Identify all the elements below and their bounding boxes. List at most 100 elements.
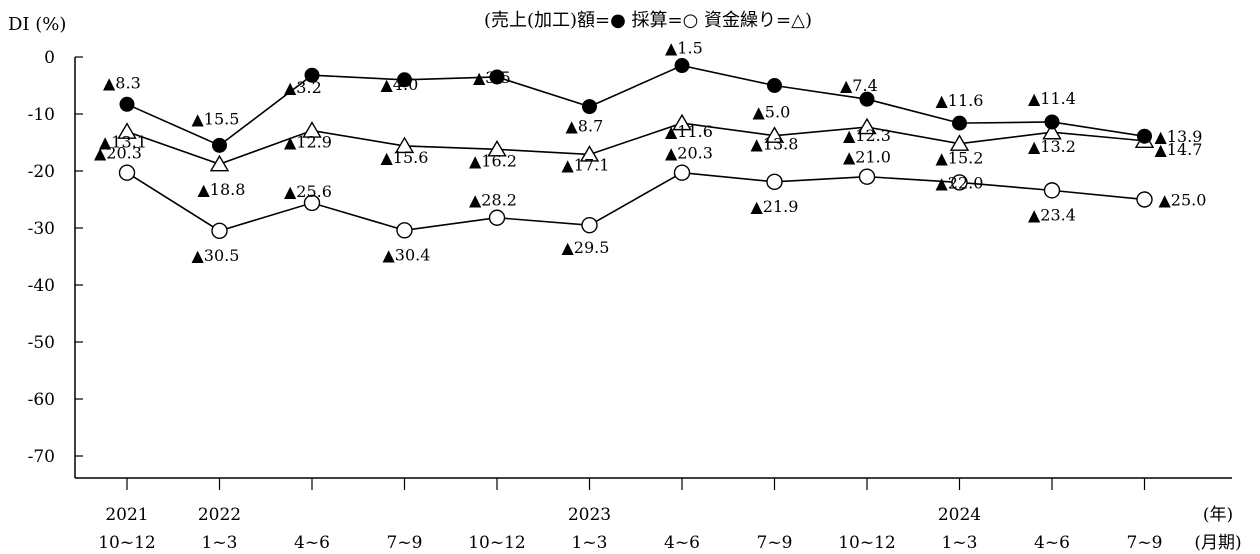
marker-open-triangle [394, 136, 415, 154]
marker-filled-circle [674, 58, 690, 74]
x-tick-year: 2022 [198, 505, 241, 525]
data-label: ▲7.4 [840, 76, 878, 95]
marker-filled-circle [304, 67, 320, 83]
data-label: ▲15.2 [936, 149, 984, 168]
marker-filled-circle [397, 72, 412, 88]
data-label: ▲16.2 [469, 151, 517, 170]
series-line [126, 64, 1145, 147]
data-label: ▲30.4 [383, 245, 431, 264]
x-tick-year: 2023 [568, 505, 611, 525]
series-group [117, 58, 1155, 240]
x-tick-period: 4~6 [664, 533, 700, 553]
x-tick-period: 10~12 [98, 533, 156, 553]
series-line [126, 122, 1145, 166]
data-label: ▲5.0 [753, 103, 791, 122]
x-tick-period: 10~12 [838, 533, 896, 553]
y-axis-label: DI (%) [8, 14, 66, 35]
data-label: ▲25.0 [1159, 191, 1207, 210]
x-tick-period: 7~9 [1127, 533, 1163, 553]
x-tick-period: 1~3 [202, 533, 238, 553]
marker-filled-circle [767, 78, 782, 93]
data-label: ▲11.6 [936, 91, 984, 110]
x-tick-period: 1~3 [942, 533, 978, 553]
marker-open-triangle [672, 113, 692, 131]
y-tick-label: 0 [44, 48, 55, 68]
data-label: ▲4.0 [381, 75, 419, 94]
data-label: ▲18.8 [198, 180, 246, 199]
data-label: ▲14.7 [1155, 140, 1203, 159]
marker-filled-circle [212, 137, 227, 153]
data-label: ▲13.1 [99, 133, 147, 152]
marker-open-triangle [487, 139, 507, 157]
x-unit-year: (年) [1203, 505, 1233, 525]
data-labels: ▲8.3 ▲15.5 ▲3.2 ▲4.0 ▲3.5 ▲8.7 ▲1.5 ▲5.0 ▲7.4 ▲11… [94, 39, 1206, 265]
data-label: ▲12.3 [843, 126, 891, 145]
y-tick-label: -10 [28, 105, 55, 125]
marker-open-triangle [857, 117, 877, 135]
data-label: ▲30.5 [192, 246, 240, 265]
marker-open-triangle [764, 126, 785, 143]
data-label: ▲8.3 [103, 73, 141, 92]
marker-open-circle [396, 222, 413, 239]
data-label: ▲3.2 [284, 78, 322, 97]
marker-open-circle [118, 164, 136, 181]
marker-filled-circle [489, 69, 505, 85]
data-label: ▲23.4 [1028, 205, 1076, 224]
x-unit-period: (月期) [1194, 533, 1241, 553]
marker-open-circle [488, 209, 506, 226]
marker-filled-circle [1137, 128, 1152, 144]
marker-open-circle [858, 168, 876, 185]
marker-open-triangle [579, 145, 600, 162]
y-tick-label: -70 [28, 447, 55, 467]
data-label: ▲13.8 [751, 135, 799, 154]
marker-open-circle [766, 173, 783, 191]
marker-open-triangle [117, 122, 137, 139]
data-label: ▲13.9 [1155, 127, 1203, 146]
marker-open-circle [1043, 182, 1061, 199]
data-label: ▲29.5 [562, 238, 610, 257]
marker-open-circle [211, 222, 228, 240]
x-tick-period: 1~3 [572, 533, 608, 553]
data-label: ▲12.9 [284, 133, 332, 152]
marker-open-triangle [302, 121, 322, 138]
marker-filled-circle [119, 96, 135, 112]
y-tick-label: -60 [28, 390, 55, 410]
data-label: ▲8.7 [566, 117, 604, 136]
data-label: ▲22.0 [936, 173, 984, 192]
data-label: ▲13.2 [1028, 137, 1076, 156]
marker-open-circle [951, 174, 968, 191]
data-label: ▲1.5 [665, 39, 703, 58]
data-label: ▲15.6 [381, 148, 429, 167]
x-tick-year: 2024 [938, 505, 981, 525]
marker-open-circle [303, 194, 321, 212]
x-tick-period: 10~12 [468, 533, 526, 553]
data-label: ▲11.4 [1028, 89, 1076, 108]
legend: (売上(加工)額=● 採算=○ 資金繰り=△) [484, 10, 812, 31]
data-label: ▲28.2 [469, 191, 517, 210]
data-label: ▲21.9 [751, 197, 799, 216]
data-label: ▲20.3 [665, 144, 713, 163]
marker-open-circle [581, 216, 598, 234]
x-tick-period: 7~9 [757, 533, 793, 553]
data-label: ▲17.1 [562, 155, 610, 174]
data-label: ▲11.6 [665, 122, 713, 141]
x-tick-period: 7~9 [387, 533, 423, 553]
x-tick-period: 4~6 [1034, 533, 1070, 553]
data-label: ▲15.5 [192, 109, 240, 128]
series-line [126, 171, 1145, 232]
x-tick-period: 4~6 [294, 533, 330, 553]
data-label: ▲21.0 [843, 148, 891, 167]
y-tick-label: -50 [28, 333, 55, 353]
marker-filled-circle [1044, 114, 1060, 130]
marker-filled-circle [582, 99, 597, 115]
y-tick-label: -30 [28, 219, 55, 239]
marker-filled-circle [952, 115, 967, 131]
marker-open-circle [673, 164, 691, 181]
y-ticks: 0 -10 -20 -30 -40 -50 -60 -70 [28, 48, 83, 467]
marker-open-triangle [949, 134, 970, 151]
x-ticks: 2021 10~12 2022 1~3 4~6 7~9 10~12 2023 1~3 4~6 7~9… [98, 478, 1162, 553]
x-tick-year: 2021 [105, 505, 148, 525]
data-label: ▲3.5 [473, 68, 511, 87]
y-tick-label: -40 [28, 276, 55, 296]
